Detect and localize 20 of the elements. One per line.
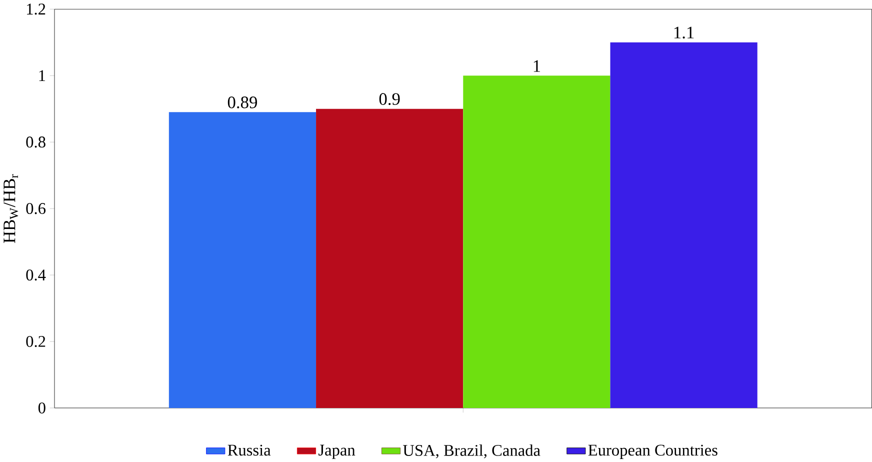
legend-label: USA, Brazil, Canada [403,444,540,458]
data-label: 0.9 [379,93,400,106]
y-tick-label: 0.4 [26,270,46,281]
data-label: 1 [534,60,540,72]
legend-label: Russia [228,444,271,456]
y-tick-label: 1 [39,70,46,82]
y-tick-label: 0.6 [26,203,46,214]
data-label: 0.89 [228,96,257,108]
bar [168,112,316,408]
y-tick-label: 0 [38,402,46,414]
data-label: 1.1 [674,26,694,39]
y-axis-title: HB$_{W}$/HB$_{r}$ [4,174,18,244]
legend-label: European Countries [588,444,718,460]
legend-label: Japan [318,444,356,460]
y-tick-label: 0.2 [26,336,46,348]
bar [463,76,610,408]
y-tick-label: 1.2 [27,4,46,15]
y-tick-label: 0.8 [26,136,46,148]
bar [316,108,464,408]
bar [610,42,758,408]
